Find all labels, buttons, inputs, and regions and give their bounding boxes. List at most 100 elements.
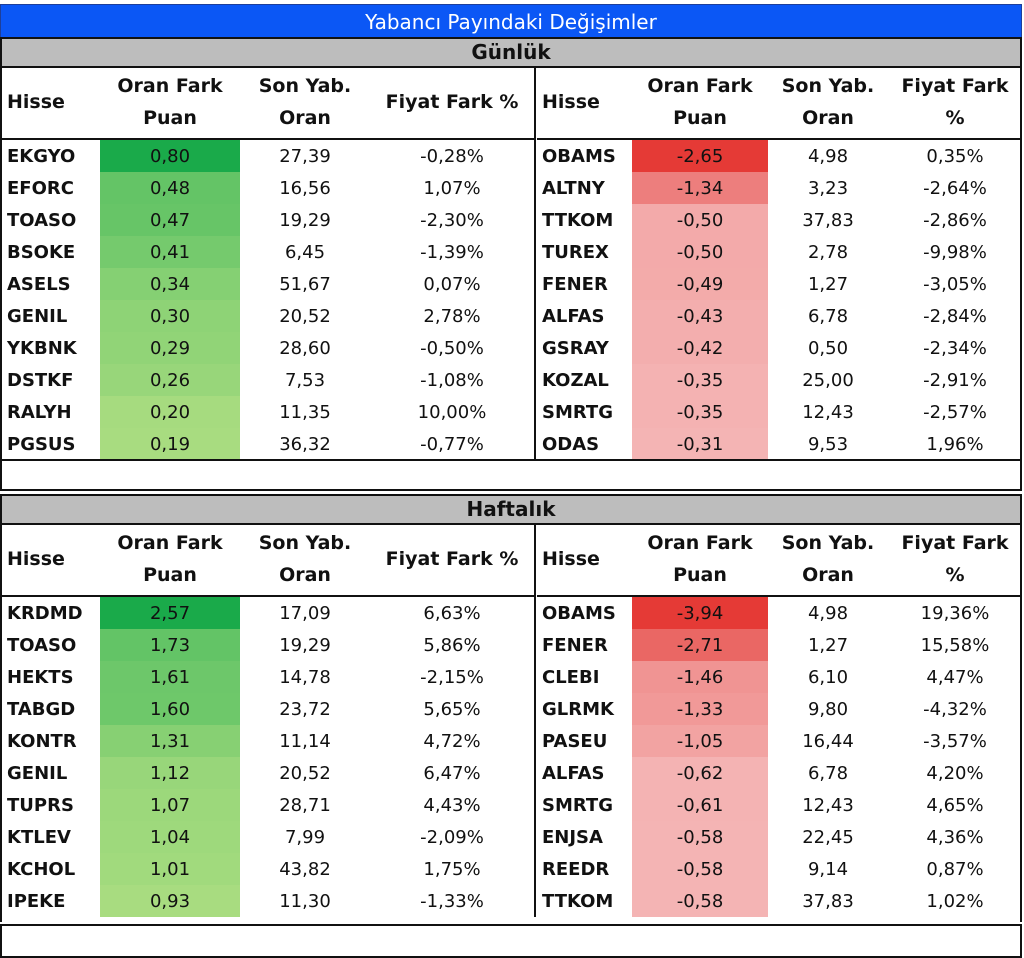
cell-last: 4,98 [807, 145, 849, 167]
header-price-line2: % [945, 564, 965, 586]
cell-diff: -2,65 [632, 139, 768, 172]
header-diff-line2: Puan [143, 107, 197, 129]
cell-stock: SMRTG [542, 794, 613, 816]
cell-diff: -0,35 [632, 396, 768, 428]
header-last-line2: Oran [279, 107, 331, 129]
table-row: TTKOM -0,50 37,83 -2,86% [537, 204, 1022, 236]
cell-last: 14,78 [279, 666, 331, 688]
cell-stock: REEDR [542, 858, 610, 880]
cell-diff: 1,01 [100, 853, 240, 885]
cell-diff: 1,60 [100, 693, 240, 725]
table-row: HEKTS 1,61 14,78 -2,15% [2, 661, 535, 693]
cell-last: 7,53 [284, 369, 326, 391]
cell-price: -2,30% [420, 209, 484, 231]
cell-last: 23,72 [279, 698, 331, 720]
cell-last: 43,82 [279, 858, 331, 880]
header-last-line2: Oran [802, 564, 854, 586]
section-title-weekly: Haftalık [0, 494, 1022, 525]
cell-price: -2,09% [420, 826, 484, 848]
cell-last: 6,78 [807, 305, 849, 327]
cell-price: 4,65% [926, 794, 984, 816]
cell-last: 9,53 [807, 433, 849, 455]
table-row: YKBNK 0,29 28,60 -0,50% [2, 332, 535, 364]
cell-last: 11,14 [279, 730, 331, 752]
daily-spacer-row [0, 459, 1022, 491]
cell-diff: -0,43 [632, 300, 768, 332]
cell-price: 1,02% [926, 890, 984, 912]
cell-stock: HEKTS [7, 666, 74, 688]
cell-last: 36,32 [279, 433, 331, 455]
cell-price: -0,77% [420, 433, 484, 455]
cell-last: 11,30 [279, 890, 331, 912]
table-row: ODAS -0,31 9,53 1,96% [537, 428, 1022, 460]
cell-diff: 1,12 [100, 757, 240, 789]
table-row: SMRTG -0,35 12,43 -2,57% [537, 396, 1022, 428]
weekly-losers-table: Hisse Oran Fark Puan Son Yab. Oran Fiyat F… [537, 523, 1022, 917]
table-row: KOZAL -0,35 25,00 -2,91% [537, 364, 1022, 396]
cell-diff: 1,73 [100, 629, 240, 661]
header-row: Hisse Oran Fark Puan Son Yab. Oran Fiyat F… [537, 523, 1022, 597]
cell-stock: IPEKE [7, 890, 66, 912]
header-price: Fiyat Fark% [888, 66, 1022, 140]
cell-last: 1,27 [807, 273, 849, 295]
cell-stock: TOASO [7, 209, 77, 231]
cell-diff: 0,80 [100, 139, 240, 172]
cell-last: 3,23 [807, 177, 849, 199]
header-last-line2: Oran [279, 564, 331, 586]
cell-diff: 0,30 [100, 300, 240, 332]
cell-price: -2,86% [923, 209, 987, 231]
header-diff: Oran Fark Puan [100, 66, 240, 140]
cell-diff: -0,50 [632, 236, 768, 268]
table-row: KONTR 1,31 11,14 4,72% [2, 725, 535, 757]
table-row: DSTKF 0,26 7,53 -1,08% [2, 364, 535, 396]
header-stock: Hisse [2, 66, 100, 140]
cell-price: 4,20% [926, 762, 984, 784]
cell-price: -2,34% [923, 337, 987, 359]
cell-diff: -0,58 [632, 885, 768, 917]
table-row: IPEKE 0,93 11,30 -1,33% [2, 885, 535, 917]
cell-price: -1,33% [420, 890, 484, 912]
cell-diff: 0,29 [100, 332, 240, 364]
cell-stock: KOZAL [542, 369, 609, 391]
header-last-line1: Son Yab. [781, 75, 875, 97]
cell-price: -2,15% [420, 666, 484, 688]
cell-diff: -0,31 [632, 428, 768, 460]
cell-diff: 1,07 [100, 789, 240, 821]
table-row: GENIL 0,30 20,52 2,78% [2, 300, 535, 332]
daily-gainers-table: Hisse Oran Fark Puan Son Yab. Oran Fiyat F… [2, 66, 536, 460]
weekly-panel: Hisse Oran Fark Puan Son Yab. Oran Fiyat F… [0, 523, 1022, 922]
cell-last: 19,29 [279, 634, 331, 656]
cell-stock: YKBNK [7, 337, 77, 359]
cell-diff: 0,19 [100, 428, 240, 460]
cell-last: 19,29 [279, 209, 331, 231]
cell-price: 0,35% [926, 145, 984, 167]
cell-stock: GENIL [7, 762, 68, 784]
table-row: TOASO 1,73 19,29 5,86% [2, 629, 535, 661]
table-row: RALYH 0,20 11,35 10,00% [2, 396, 535, 428]
cell-price: -3,05% [923, 273, 987, 295]
header-diff-line2: Puan [143, 564, 197, 586]
cell-last: 7,99 [284, 826, 326, 848]
cell-last: 12,43 [802, 794, 854, 816]
table-row: TOASO 0,47 19,29 -2,30% [2, 204, 535, 236]
cell-diff: 0,26 [100, 364, 240, 396]
cell-last: 17,09 [279, 602, 331, 624]
cell-stock: GENIL [7, 305, 68, 327]
cell-price: 1,75% [423, 858, 481, 880]
cell-stock: OBAMS [542, 145, 616, 167]
cell-price: 2,78% [423, 305, 481, 327]
cell-stock: ASELS [7, 273, 71, 295]
cell-diff: -0,35 [632, 364, 768, 396]
cell-diff: -0,50 [632, 204, 768, 236]
table-row: ENJSA -0,58 22,45 4,36% [537, 821, 1022, 853]
cell-last: 9,80 [807, 698, 849, 720]
cell-diff: -1,05 [632, 725, 768, 757]
cell-last: 11,35 [279, 401, 331, 423]
cell-stock: TTKOM [542, 209, 614, 231]
cell-last: 12,43 [802, 401, 854, 423]
header-diff-line1: Oran Fark [117, 75, 223, 97]
table-row: FENER -0,49 1,27 -3,05% [537, 268, 1022, 300]
table-row: TABGD 1,60 23,72 5,65% [2, 693, 535, 725]
cell-price: -3,57% [923, 730, 987, 752]
table-row: GLRMK -1,33 9,80 -4,32% [537, 693, 1022, 725]
